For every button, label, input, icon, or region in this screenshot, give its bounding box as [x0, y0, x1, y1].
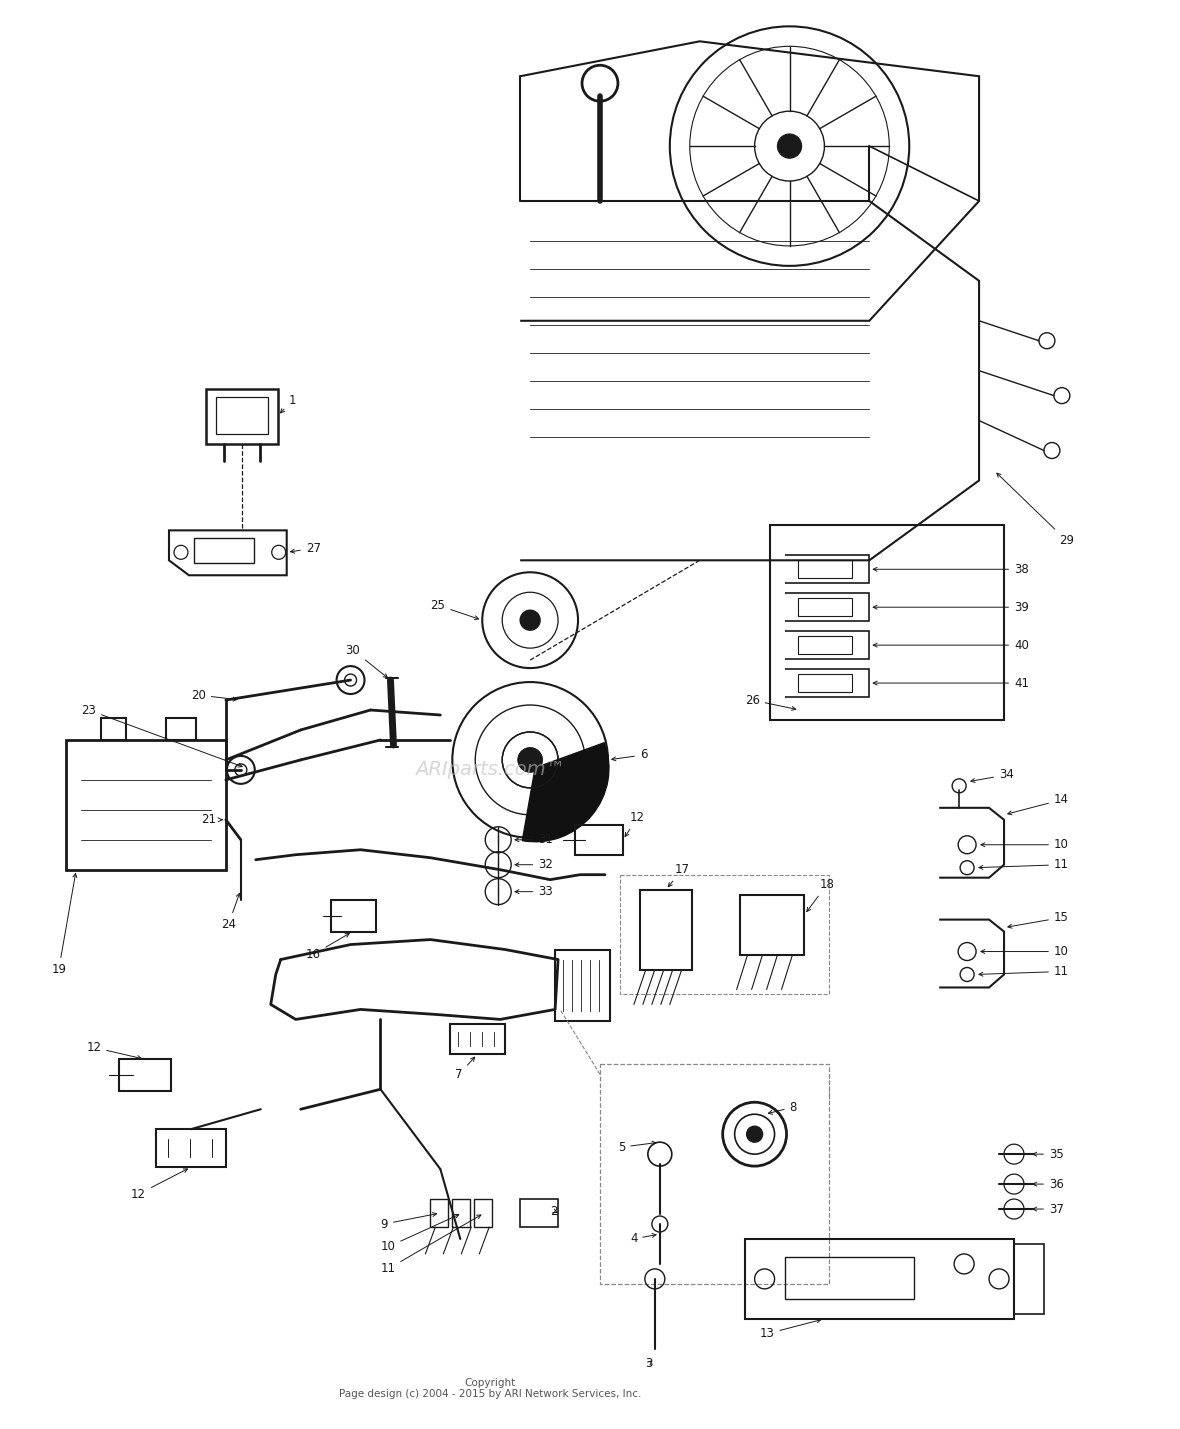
Text: 24: 24: [221, 893, 240, 932]
Text: 25: 25: [431, 599, 479, 620]
Text: 10: 10: [380, 1215, 459, 1253]
Circle shape: [778, 134, 801, 159]
Text: 15: 15: [1008, 912, 1069, 929]
Bar: [156, 1129, 225, 1167]
Text: 19: 19: [51, 873, 77, 976]
Text: 10: 10: [981, 945, 1069, 957]
Bar: [555, 949, 610, 1022]
Text: 30: 30: [346, 643, 387, 677]
Bar: [205, 389, 277, 443]
Text: 14: 14: [1008, 793, 1069, 815]
Text: 26: 26: [745, 693, 795, 710]
Bar: [798, 560, 852, 579]
Text: Copyright
Page design (c) 2004 - 2015 by ARI Network Services, Inc.: Copyright Page design (c) 2004 - 2015 by…: [339, 1378, 642, 1399]
Bar: [520, 1199, 558, 1228]
Text: 29: 29: [997, 473, 1074, 547]
Text: 40: 40: [873, 639, 1029, 652]
Text: 21: 21: [201, 813, 222, 826]
Bar: [452, 1199, 471, 1228]
Bar: [599, 1065, 830, 1283]
Text: 11: 11: [979, 965, 1069, 977]
Text: 13: 13: [760, 1319, 821, 1340]
Text: 17: 17: [668, 863, 690, 886]
Text: 39: 39: [873, 600, 1029, 613]
Text: 32: 32: [514, 859, 553, 872]
Text: 35: 35: [1032, 1147, 1063, 1160]
Bar: [745, 1239, 1014, 1319]
Text: 41: 41: [873, 676, 1029, 690]
Text: 33: 33: [514, 885, 553, 899]
Text: 7: 7: [455, 1057, 474, 1080]
Text: 34: 34: [971, 769, 1014, 783]
Text: 12: 12: [131, 1169, 188, 1200]
Text: 12: 12: [86, 1040, 142, 1059]
Text: 23: 23: [81, 703, 242, 767]
Text: 20: 20: [191, 689, 237, 702]
Bar: [575, 825, 623, 855]
Bar: [798, 599, 852, 616]
Text: 38: 38: [873, 563, 1029, 576]
Text: 8: 8: [768, 1100, 797, 1115]
Text: 16: 16: [306, 933, 349, 962]
Bar: [216, 397, 268, 433]
Bar: [785, 1258, 914, 1299]
Text: 5: 5: [618, 1140, 656, 1153]
Bar: [640, 890, 691, 969]
Text: 27: 27: [290, 542, 321, 554]
Text: ARIparts.com™: ARIparts.com™: [415, 760, 565, 779]
Bar: [798, 636, 852, 654]
Bar: [620, 875, 830, 995]
Bar: [194, 539, 254, 563]
Bar: [101, 717, 126, 740]
Bar: [66, 740, 225, 870]
Text: 1: 1: [281, 394, 296, 413]
Text: 6: 6: [611, 749, 648, 762]
Text: 36: 36: [1032, 1177, 1064, 1190]
Bar: [330, 900, 375, 932]
Text: 11: 11: [979, 859, 1069, 872]
Text: 31: 31: [514, 833, 553, 846]
Text: 9: 9: [380, 1213, 437, 1230]
Bar: [166, 717, 196, 740]
Bar: [1014, 1245, 1044, 1313]
Bar: [798, 674, 852, 692]
Text: 2: 2: [550, 1205, 558, 1218]
Bar: [740, 895, 805, 955]
Text: 4: 4: [630, 1232, 656, 1246]
Bar: [769, 526, 1004, 720]
Bar: [119, 1059, 171, 1092]
Bar: [431, 1199, 448, 1228]
Text: 18: 18: [807, 879, 834, 912]
Text: 11: 11: [380, 1215, 481, 1276]
Text: 3: 3: [645, 1358, 653, 1370]
Circle shape: [518, 747, 542, 772]
Bar: [474, 1199, 492, 1228]
Text: 37: 37: [1032, 1203, 1064, 1216]
Wedge shape: [523, 743, 609, 842]
Text: 12: 12: [625, 812, 645, 836]
Circle shape: [747, 1126, 762, 1142]
Circle shape: [518, 747, 542, 772]
Bar: [451, 1025, 505, 1055]
Text: 10: 10: [981, 839, 1069, 852]
Circle shape: [520, 610, 540, 630]
